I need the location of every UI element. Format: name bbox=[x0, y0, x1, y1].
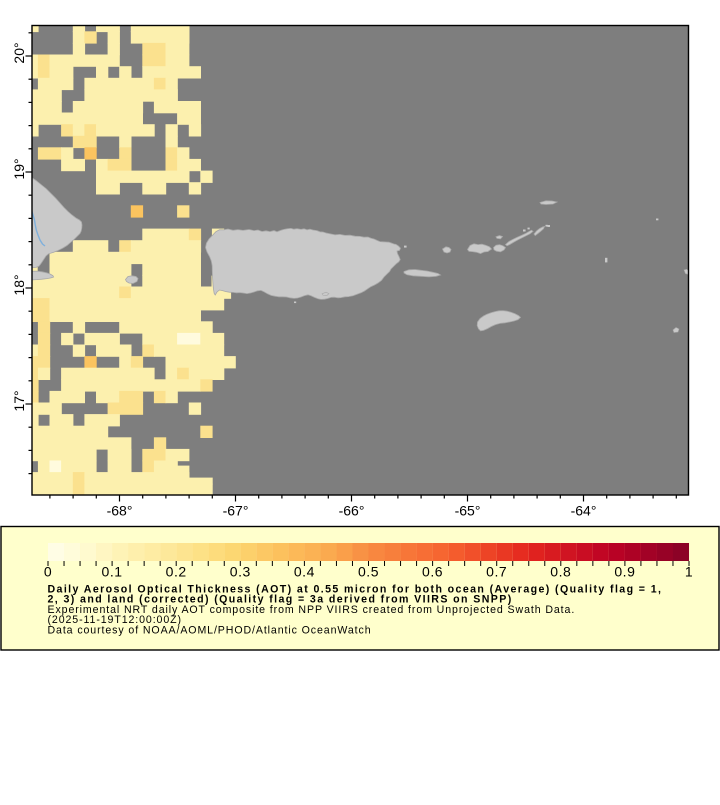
svg-text:0.8: 0.8 bbox=[550, 564, 571, 580]
svg-text:19°: 19° bbox=[11, 158, 27, 179]
svg-text:18°: 18° bbox=[11, 274, 27, 295]
svg-text:2, 3) and land (corrected) (Qu: 2, 3) and land (corrected) (Quality flag… bbox=[48, 594, 513, 606]
svg-text:-67°: -67° bbox=[223, 502, 249, 518]
svg-text:0.6: 0.6 bbox=[422, 564, 443, 580]
svg-text:Daily Aerosol Optical Thicknes: Daily Aerosol Optical Thickness (AOT) at… bbox=[48, 583, 663, 595]
svg-text:1: 1 bbox=[685, 564, 693, 580]
svg-text:0.5: 0.5 bbox=[358, 564, 379, 580]
svg-text:-66°: -66° bbox=[339, 502, 365, 518]
svg-text:0.7: 0.7 bbox=[486, 564, 507, 580]
svg-text:0.2: 0.2 bbox=[166, 564, 187, 580]
svg-text:Experimental NRT daily AOT com: Experimental NRT daily AOT composite fro… bbox=[48, 604, 576, 616]
svg-text:0.1: 0.1 bbox=[102, 564, 123, 580]
svg-text:0.9: 0.9 bbox=[614, 564, 635, 580]
svg-text:(2025-11-19T12:00:00Z): (2025-11-19T12:00:00Z) bbox=[48, 614, 182, 626]
svg-text:-65°: -65° bbox=[455, 502, 481, 518]
svg-text:0: 0 bbox=[44, 564, 52, 580]
svg-text:-68°: -68° bbox=[107, 502, 133, 518]
svg-text:0.3: 0.3 bbox=[230, 564, 251, 580]
svg-text:-64°: -64° bbox=[571, 502, 597, 518]
svg-text:0.4: 0.4 bbox=[294, 564, 315, 580]
svg-text:Data courtesy of NOAA/AOML/PHO: Data courtesy of NOAA/AOML/PHOD/Atlantic… bbox=[48, 624, 372, 636]
svg-text:17°: 17° bbox=[11, 390, 27, 411]
svg-text:20°: 20° bbox=[11, 42, 27, 63]
